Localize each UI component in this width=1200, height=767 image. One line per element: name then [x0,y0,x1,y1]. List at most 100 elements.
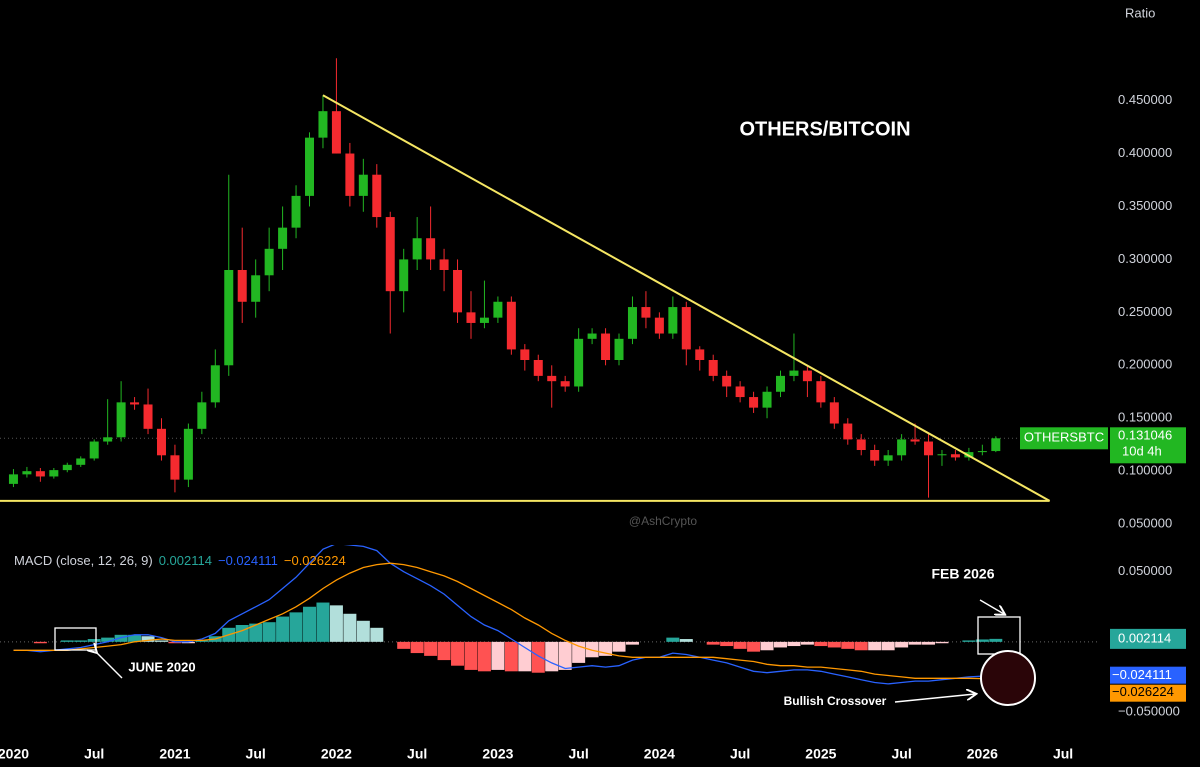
x-tick-label: 2023 [482,746,513,762]
histogram-bar [666,637,680,642]
histogram-bar [128,634,142,642]
candle-body [506,301,516,350]
trendline [322,94,1051,502]
y-tick-label: 0.450000 [1118,92,1172,107]
candle-body [358,174,368,196]
candle-body [574,338,584,387]
candle-body [641,307,651,318]
macd-box [1110,666,1186,684]
candle-body [479,317,489,323]
histogram-bar [114,634,128,642]
y-tick-label: 0.050000 [1118,516,1172,531]
histogram-bar [814,641,828,647]
candle-body [560,381,570,387]
y-tick-label: 0.400000 [1118,145,1172,160]
x-tick-label: Jul [569,746,589,762]
candle-body [762,391,772,408]
histogram-bar [477,641,491,672]
histogram-bar [773,641,787,648]
y-tick-label: 0.300000 [1118,251,1172,266]
candle-body [170,455,180,480]
macd-value: −0.024111 [1112,667,1172,682]
annotation-circle [980,650,1036,706]
histogram-bar [747,641,761,652]
candle-body [143,404,153,429]
candle-body [533,360,543,376]
histogram-bar [518,641,532,672]
candle-body [237,270,247,302]
candle-body [924,441,934,456]
histogram-bar [424,641,438,656]
annotation-arrow [96,652,123,679]
candle-body [156,428,166,456]
macd-line [13,545,996,685]
candle-body [493,301,503,318]
candle-body [197,402,207,429]
candle-body [910,439,920,442]
x-tick-label: 2020 [0,746,29,762]
price-label: 0.131046 [1118,428,1172,443]
histogram-bar [101,637,115,642]
symbol-box [1020,427,1108,450]
y-tick-label: 0.050000 [1118,563,1172,578]
histogram-bar [733,641,747,649]
x-tick-label: 2022 [321,746,352,762]
annotation-arrow [979,599,1004,614]
histogram-bar [881,641,895,651]
signal-line [13,562,996,680]
candle-body [735,386,745,398]
candle-body [62,464,72,471]
histogram-bar [612,641,626,652]
candle-body [399,259,409,292]
candle-body [385,217,395,292]
candle-body [264,248,274,276]
histogram-bar [922,641,936,645]
histogram-bar [679,639,693,642]
candle-body [291,195,301,228]
histogram-bar [397,641,411,649]
histogram-bar [504,641,518,672]
candle-body [950,454,960,458]
histogram-box [1110,628,1186,649]
histogram-bar [854,641,868,651]
candle-body [331,111,341,154]
candle-body [654,317,664,334]
histogram-bar [975,639,989,642]
candle-body [937,454,947,456]
axis-label: Ratio [1125,5,1155,20]
candle-body [668,307,678,334]
histogram-bar [410,641,424,654]
chart-title: OTHERS/BITCOIN [739,118,910,140]
candle-body [816,381,826,403]
signal-box [1110,684,1186,702]
histogram-bar [800,641,814,645]
candle-body [749,397,759,408]
candle-body [775,375,785,392]
candle-body [991,438,1001,452]
candle-body [183,428,193,480]
candle-body [627,307,637,339]
candle-body [722,375,732,387]
x-tick-label: Jul [891,746,911,762]
candle-body [116,402,126,438]
x-tick-label: 2026 [967,746,998,762]
histogram-bar [491,641,505,670]
histogram-bar [276,616,290,642]
histogram-bar [585,641,599,658]
candle-body [412,238,422,260]
legend-histogram: 0.002114 [159,553,212,568]
candle-body [318,111,328,138]
y-tick-label: 0.100000 [1118,463,1172,478]
candle-body [130,402,140,405]
annotation-arrow [894,694,975,703]
candle-body [977,451,987,453]
x-tick-label: Jul [84,746,104,762]
x-tick-label: 2021 [159,746,190,762]
candle-body [856,439,866,450]
histogram-bar [706,641,720,645]
histogram-bar [760,641,774,651]
candle-body [49,470,59,477]
candle-body [305,137,315,196]
candle-body [843,423,853,440]
histogram-bar [868,641,882,651]
